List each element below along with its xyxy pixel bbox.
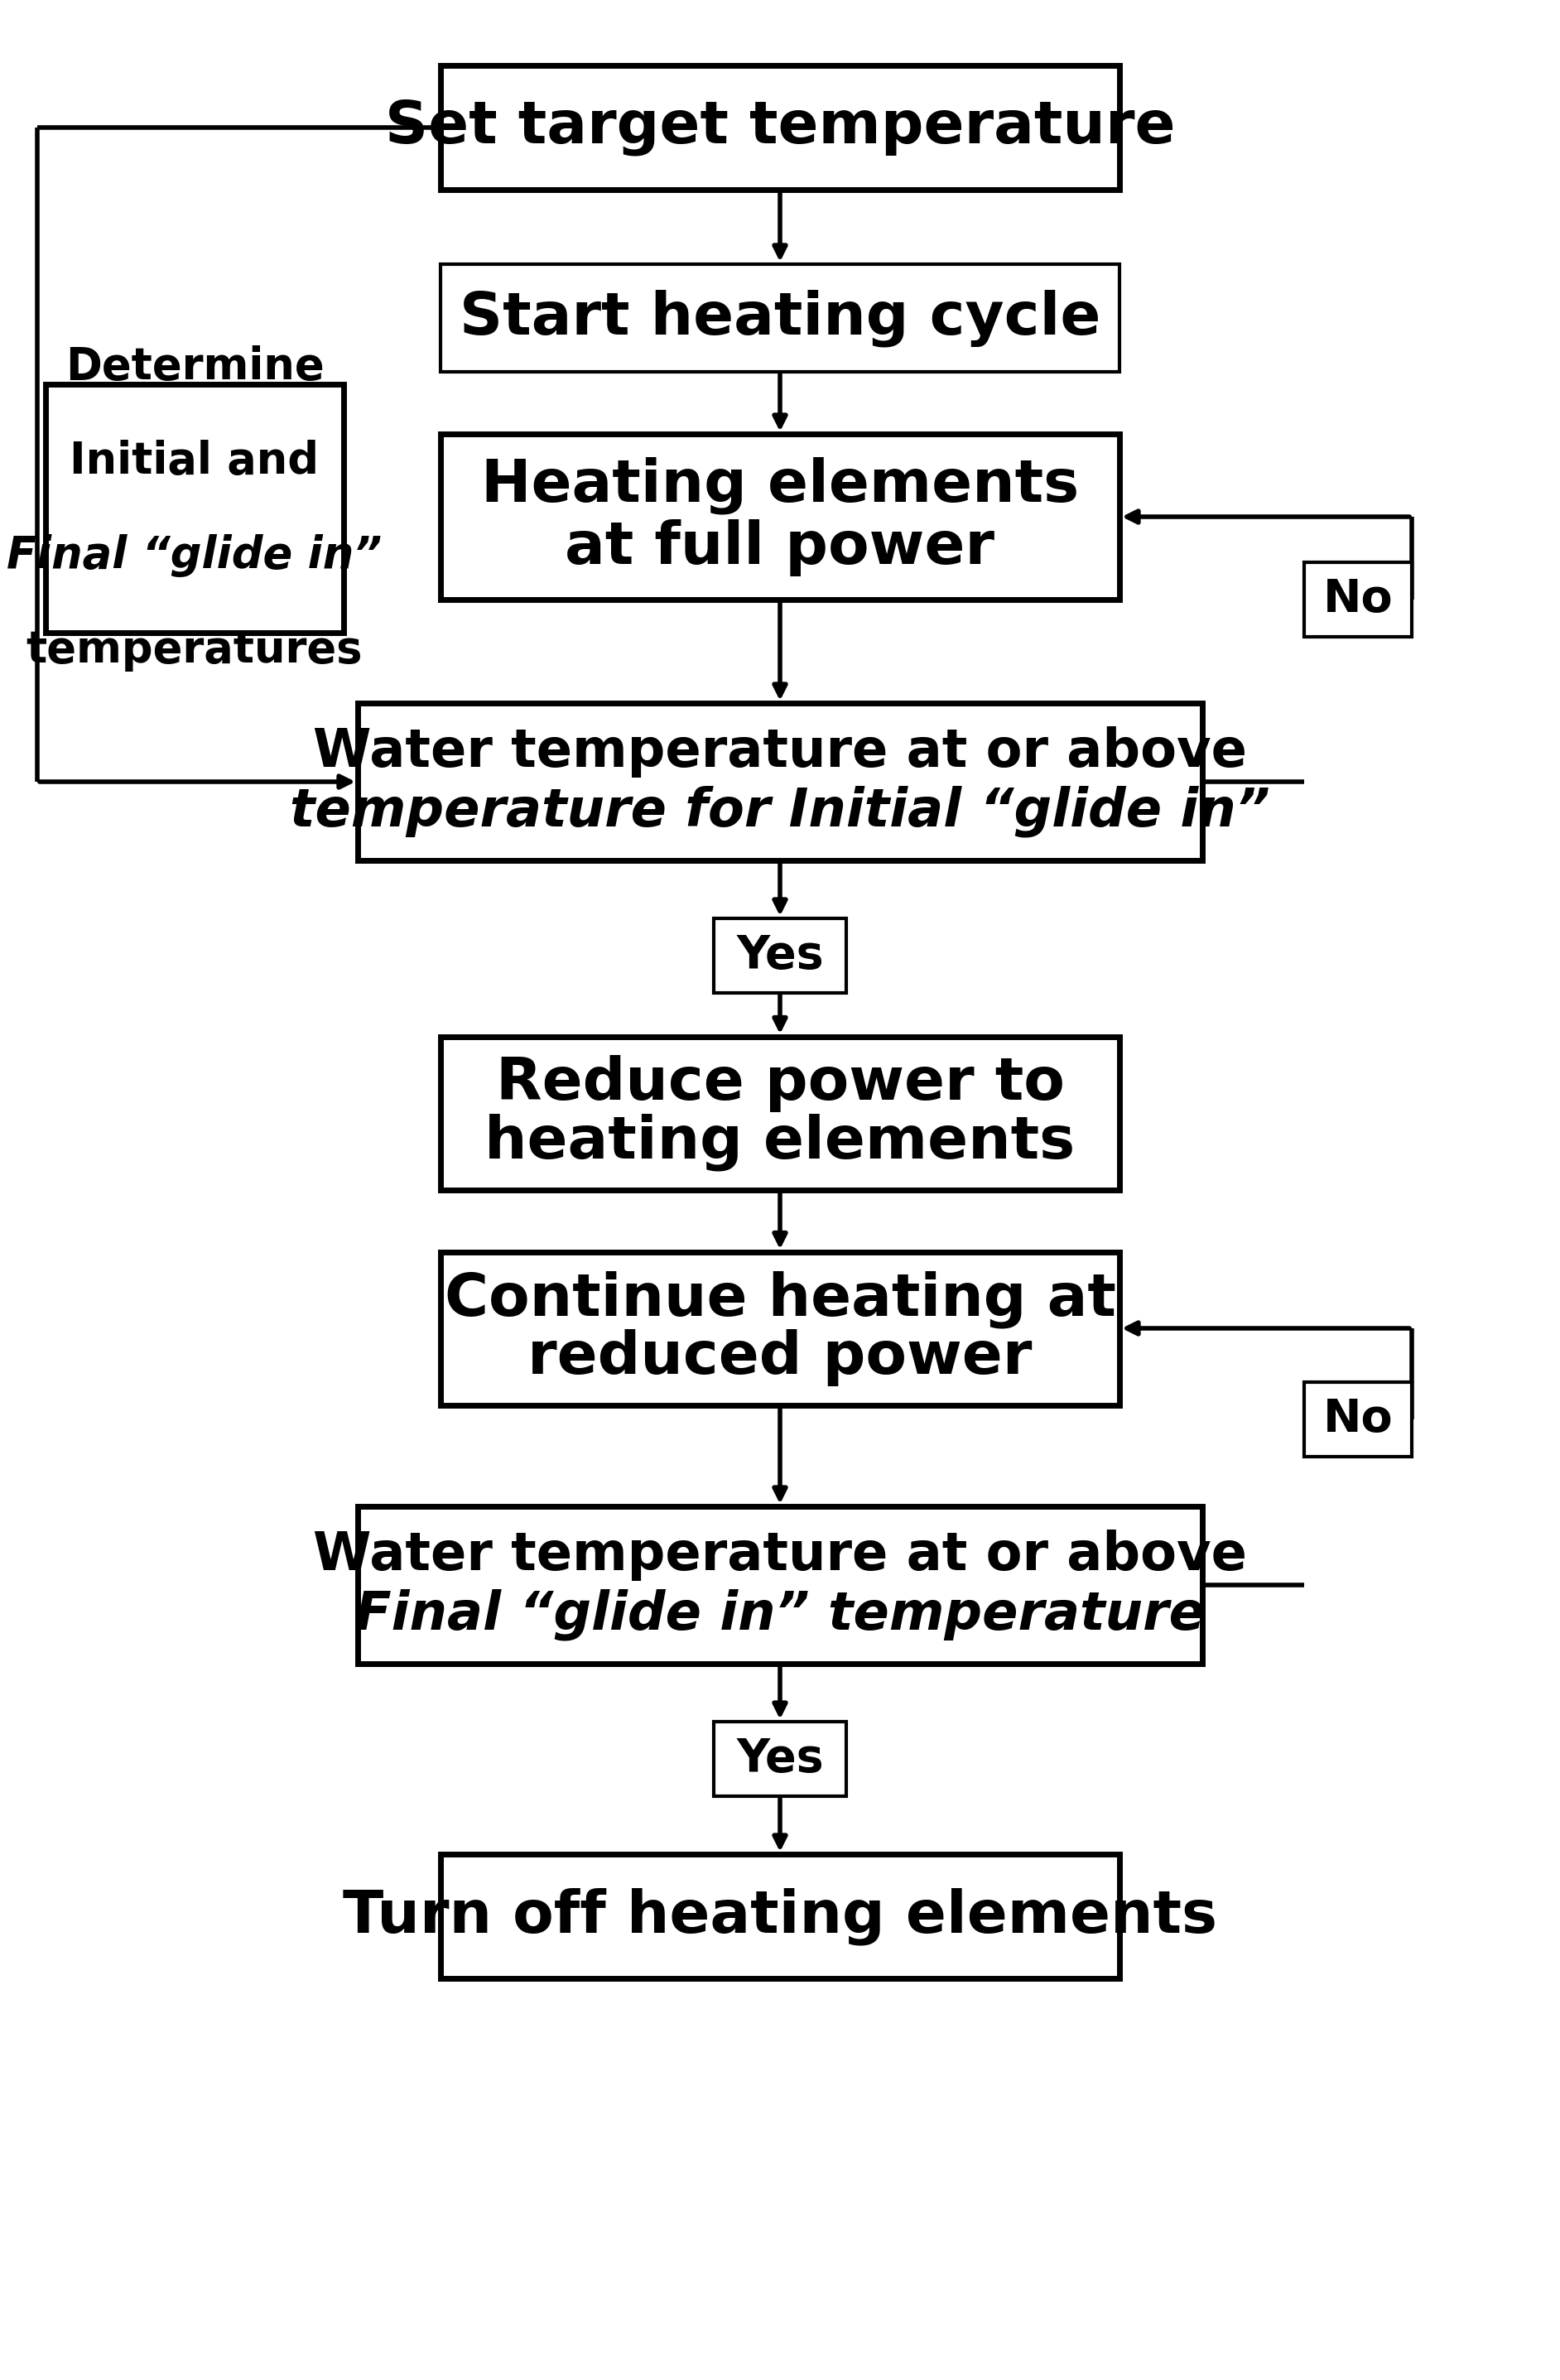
Bar — [440, 433, 1120, 600]
Bar — [440, 1035, 1120, 1190]
Bar — [45, 383, 343, 633]
Text: Determine: Determine — [66, 345, 324, 388]
Bar — [440, 1854, 1120, 1978]
Bar — [1304, 1383, 1412, 1457]
Text: reduced power: reduced power — [527, 1328, 1033, 1385]
Text: Reduce power to: Reduce power to — [496, 1054, 1064, 1111]
Text: Yes: Yes — [736, 1737, 824, 1780]
Text: Water temperature at or above: Water temperature at or above — [314, 726, 1246, 778]
Bar — [357, 1507, 1203, 1664]
Text: Heating elements: Heating elements — [480, 457, 1080, 514]
Text: Start heating cycle: Start heating cycle — [459, 290, 1101, 347]
Text: Final “glide in” temperature: Final “glide in” temperature — [356, 1590, 1204, 1640]
Bar — [440, 1252, 1120, 1404]
Text: Turn off heating elements: Turn off heating elements — [343, 1887, 1217, 1944]
Text: Water temperature at or above: Water temperature at or above — [314, 1530, 1246, 1580]
Text: Initial and: Initial and — [70, 440, 320, 483]
Text: temperature for Initial “glide in”: temperature for Initial “glide in” — [290, 785, 1270, 838]
Text: heating elements: heating elements — [485, 1114, 1075, 1171]
Text: No: No — [1323, 1397, 1393, 1442]
Bar — [357, 702, 1203, 862]
Bar — [1304, 562, 1412, 638]
Bar — [440, 264, 1120, 371]
Text: Set target temperature: Set target temperature — [385, 100, 1175, 157]
Text: No: No — [1323, 578, 1393, 621]
Bar — [714, 919, 846, 992]
Bar — [714, 1721, 846, 1797]
Text: Continue heating at: Continue heating at — [445, 1271, 1115, 1328]
Text: Final “glide in”: Final “glide in” — [6, 533, 382, 578]
Text: at full power: at full power — [565, 519, 995, 576]
Text: temperatures: temperatures — [27, 628, 363, 671]
Bar — [440, 64, 1120, 190]
Text: Yes: Yes — [736, 933, 824, 978]
